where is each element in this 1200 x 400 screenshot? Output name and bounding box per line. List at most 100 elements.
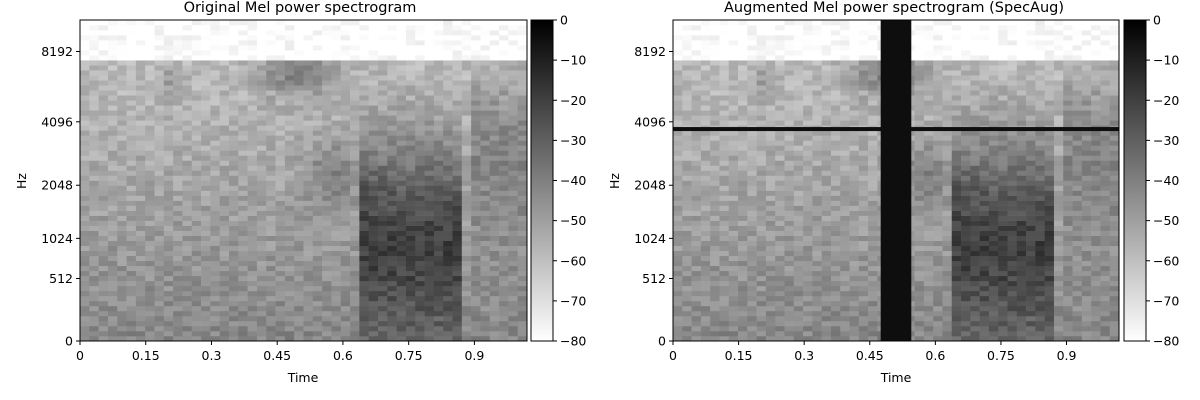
heatmap-cell xyxy=(98,140,109,146)
heatmap-cell xyxy=(191,250,202,257)
heatmap-cell xyxy=(480,300,491,307)
heatmap-cell xyxy=(923,55,934,61)
heatmap-cell xyxy=(322,275,332,282)
heatmap-cell xyxy=(719,295,730,302)
heatmap-cell xyxy=(691,120,702,126)
heatmap-cell xyxy=(452,55,463,61)
heatmap-cell xyxy=(914,255,925,262)
heatmap-cell xyxy=(756,45,767,51)
heatmap-cell xyxy=(340,260,351,267)
heatmap-cell xyxy=(914,90,925,96)
heatmap-cell xyxy=(80,110,90,116)
heatmap-cell xyxy=(923,280,934,287)
heatmap-cell xyxy=(396,280,407,287)
heatmap-cell xyxy=(461,230,472,236)
heatmap-cell xyxy=(433,115,444,121)
heatmap-cell xyxy=(933,275,943,282)
heatmap-cell xyxy=(284,235,295,241)
heatmap-cell xyxy=(294,80,304,86)
heatmap-cell xyxy=(107,30,118,36)
heatmap-cell xyxy=(747,220,757,226)
heatmap-cell xyxy=(80,330,90,337)
heatmap-cell xyxy=(107,270,118,277)
heatmap-cell xyxy=(415,305,425,312)
heatmap-cell xyxy=(480,145,491,151)
heatmap-cell xyxy=(312,280,323,287)
heatmap-cell xyxy=(933,95,943,101)
heatmap-cell xyxy=(923,110,934,116)
heatmap-cell xyxy=(682,120,692,126)
heatmap-cell xyxy=(868,30,878,36)
heatmap-cell xyxy=(284,280,295,287)
heatmap-cell xyxy=(89,280,99,287)
heatmap-cell xyxy=(191,295,202,302)
heatmap-cell xyxy=(443,310,453,317)
heatmap-cell xyxy=(452,65,463,71)
heatmap-cell xyxy=(840,290,850,297)
heatmap-cell xyxy=(784,195,795,201)
heatmap-cell xyxy=(135,210,146,216)
heatmap-cell xyxy=(145,60,155,66)
heatmap-cell xyxy=(803,80,813,86)
heatmap-cell xyxy=(461,20,472,26)
heatmap-cell xyxy=(923,230,934,236)
heatmap-cell xyxy=(793,180,804,186)
heatmap-cell xyxy=(350,155,360,161)
heatmap-cell xyxy=(508,70,518,76)
heatmap-cell xyxy=(312,230,323,236)
heatmap-cell xyxy=(691,180,702,186)
heatmap-cell xyxy=(126,20,137,26)
heatmap-cell xyxy=(710,165,720,171)
heatmap-cell xyxy=(219,30,230,36)
heatmap-cell xyxy=(312,300,323,307)
heatmap-cell xyxy=(433,320,444,327)
heatmap-cell xyxy=(275,85,286,91)
heatmap-cell xyxy=(830,325,841,332)
heatmap-cell xyxy=(719,160,730,166)
heatmap-cell xyxy=(191,95,202,101)
heatmap-cell xyxy=(682,95,692,101)
heatmap-cell xyxy=(284,300,295,307)
heatmap-cell xyxy=(499,50,509,56)
heatmap-cell xyxy=(173,335,183,342)
heatmap-cell xyxy=(923,20,934,26)
heatmap-cell xyxy=(691,150,702,156)
heatmap-cell xyxy=(359,135,369,141)
heatmap-cell xyxy=(840,180,850,186)
heatmap-cell xyxy=(933,180,943,186)
heatmap-cell xyxy=(331,255,342,262)
heatmap-cell xyxy=(80,135,90,141)
heatmap-cell xyxy=(812,290,822,297)
heatmap-cell xyxy=(830,110,841,116)
heatmap-cell xyxy=(266,275,276,282)
heatmap-cell xyxy=(747,195,757,201)
heatmap-cell xyxy=(812,40,822,46)
heatmap-cell xyxy=(312,30,323,36)
heatmap-cell xyxy=(368,165,379,171)
heatmap-cell xyxy=(775,250,785,257)
heatmap-cell xyxy=(266,155,276,161)
heatmap-cell xyxy=(135,300,146,307)
heatmap-cell xyxy=(322,195,332,201)
heatmap-cell xyxy=(229,325,239,332)
heatmap-cell xyxy=(266,240,276,247)
heatmap-cell xyxy=(821,295,832,302)
heatmap-cell xyxy=(803,255,813,262)
heatmap-cell xyxy=(135,265,146,272)
heatmap-cell xyxy=(80,225,90,231)
heatmap-cell xyxy=(858,315,869,322)
heatmap-cell xyxy=(238,190,248,196)
heatmap-cell xyxy=(229,275,239,282)
heatmap-cell xyxy=(821,45,832,51)
heatmap-cell xyxy=(793,300,804,307)
heatmap-cell xyxy=(247,160,258,166)
heatmap-cell xyxy=(145,50,155,56)
heatmap-cell xyxy=(443,335,453,342)
heatmap-cell xyxy=(210,175,220,181)
heatmap-cell xyxy=(368,325,379,332)
heatmap-cell xyxy=(840,40,850,46)
heatmap-cell xyxy=(784,40,795,46)
heatmap-cell xyxy=(489,70,500,76)
heatmap-cell xyxy=(145,325,155,332)
heatmap-cell xyxy=(933,100,943,106)
